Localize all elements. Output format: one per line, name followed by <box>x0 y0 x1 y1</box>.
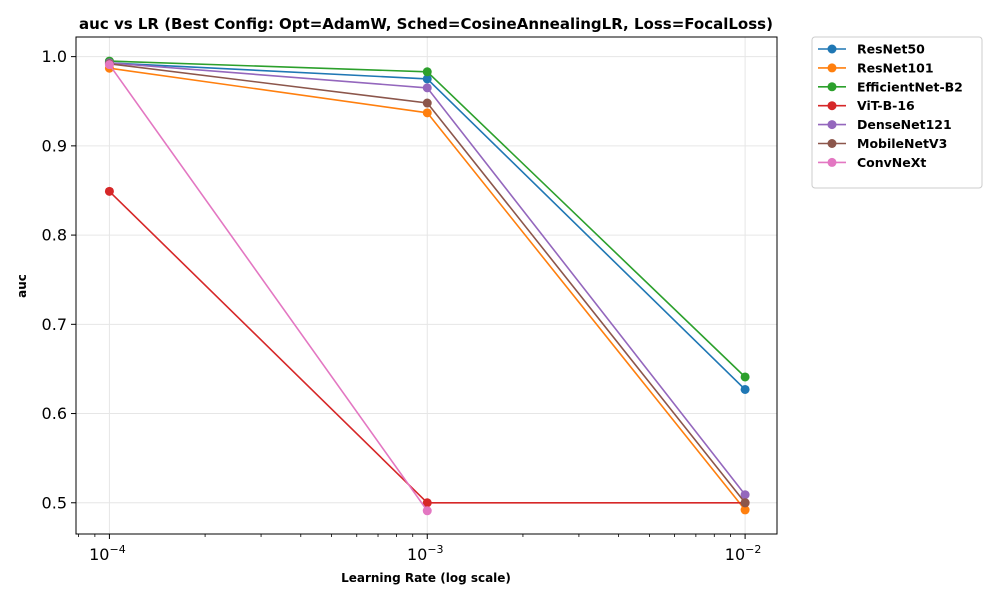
legend-marker <box>827 139 837 148</box>
data-point-convnext <box>422 506 432 516</box>
data-point-mobilenetv3 <box>740 498 750 508</box>
x-tick-label: 10−2 <box>725 543 762 564</box>
y-axis-label: auc <box>15 274 29 298</box>
y-tick-label: 1.0 <box>42 47 67 66</box>
series-line-convnext <box>108 64 428 512</box>
x-axis-label: Learning Rate (log scale) <box>341 571 511 585</box>
legend-marker <box>827 157 837 167</box>
data-point-mobilenetv3 <box>422 98 432 108</box>
gridlines <box>76 37 777 534</box>
series-convnext <box>104 60 432 516</box>
legend-label: MobileNetV3 <box>857 136 947 151</box>
legend-item-resnet50: ResNet50 <box>818 42 925 57</box>
x-axis-ticks: 10−4 10−3 10−2 <box>78 534 762 564</box>
chart-title: auc vs LR (Best Config: Opt=AdamW, Sched… <box>79 15 773 33</box>
data-point-vit-b-16 <box>422 498 432 508</box>
legend-item-convnext: ConvNeXt <box>818 155 926 170</box>
data-point-densenet121 <box>422 83 432 93</box>
data-point-resnet50 <box>422 74 432 84</box>
legend-label: ConvNeXt <box>857 155 926 170</box>
data-point-efficientnet-b2 <box>422 67 432 77</box>
data-point-resnet50 <box>740 384 750 394</box>
y-tick-label: 0.9 <box>42 136 67 155</box>
legend-label: DenseNet121 <box>857 117 952 132</box>
legend-label: EfficientNet-B2 <box>857 79 963 94</box>
y-tick-label: 0.7 <box>42 315 67 334</box>
legend-marker <box>827 101 837 111</box>
data-point-efficientnet-b2 <box>740 372 750 382</box>
legend-item-resnet101: ResNet101 <box>818 60 934 75</box>
data-point-densenet121 <box>740 490 750 500</box>
legend-marker <box>827 63 837 73</box>
legend-label: ResNet50 <box>857 42 925 57</box>
legend-item-mobilenetv3: MobileNetV3 <box>818 136 947 151</box>
legend-item-vit-b-16: ViT-B-16 <box>818 98 915 113</box>
legend-marker <box>827 82 837 92</box>
y-tick-label: 0.6 <box>42 404 67 423</box>
legend: ResNet50 ResNet101 EfficientNet-B2 ViT-B-16… <box>811 36 983 189</box>
legend-marker <box>827 120 837 130</box>
legend-box <box>811 36 983 189</box>
data-point-resnet101 <box>740 505 750 515</box>
legend-label: ViT-B-16 <box>857 98 915 113</box>
x-tick-label: 10−3 <box>407 543 444 564</box>
data-point-convnext <box>104 60 114 70</box>
x-tick-label: 10−4 <box>89 543 126 564</box>
data-point-vit-b-16 <box>104 186 114 196</box>
y-tick-label: 0.5 <box>42 493 67 512</box>
data-point-resnet101 <box>422 108 432 118</box>
legend-item-densenet121: DenseNet121 <box>818 117 952 132</box>
legend-item-efficientnet-b2: EfficientNet-B2 <box>818 79 963 94</box>
legend-label: ResNet101 <box>857 60 934 75</box>
series-lines <box>104 56 750 516</box>
y-tick-label: 0.8 <box>42 226 67 245</box>
y-axis-ticks: 0.5 0.6 0.7 0.8 0.9 1.0 <box>42 47 76 512</box>
plot-frame <box>75 36 778 535</box>
legend-marker <box>827 44 837 54</box>
